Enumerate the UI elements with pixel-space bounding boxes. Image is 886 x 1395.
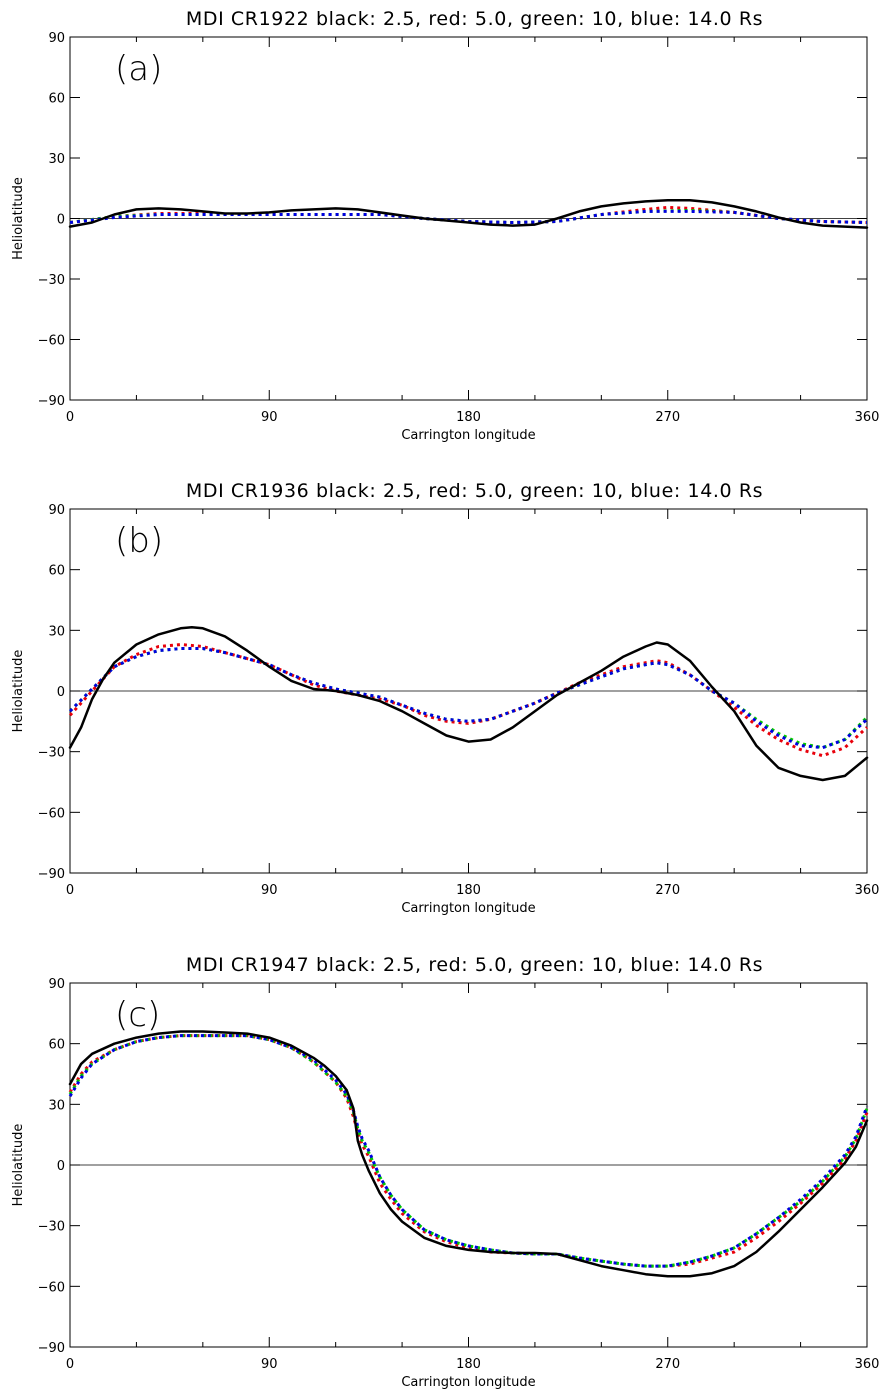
x-axis-label: Carrington longitude [401, 901, 535, 916]
panel-label: (b) [115, 521, 163, 561]
y-tick-label: 30 [48, 1098, 65, 1113]
panel-label: (c) [115, 995, 160, 1035]
y-tick-label: −90 [38, 394, 65, 409]
y-tick-label: −30 [38, 273, 65, 288]
y-axis-label: Heliolatitude [11, 650, 26, 733]
x-tick-label: 270 [655, 1357, 680, 1372]
chart-panel-3: MDI CR1947 black: 2.5, red: 5.0, green: … [11, 954, 879, 1390]
x-tick-label: 90 [261, 1357, 278, 1372]
series-line-black [68, 1030, 869, 1278]
x-tick-label: 270 [655, 883, 680, 898]
series-line-blue [68, 1034, 869, 1268]
x-tick-label: 360 [855, 410, 880, 425]
x-tick-label: 0 [66, 410, 74, 425]
y-tick-label: 30 [48, 152, 65, 167]
x-tick-label: 270 [655, 410, 680, 425]
series-line-green [68, 1034, 869, 1268]
y-tick-label: 0 [57, 1159, 65, 1174]
series-line-blue [68, 647, 869, 750]
y-tick-label: 90 [48, 31, 65, 46]
y-tick-label: 60 [48, 92, 65, 107]
y-axis-label: Heliolatitude [11, 1124, 26, 1207]
y-tick-label: 30 [48, 624, 65, 639]
x-axis-label: Carrington longitude [401, 428, 535, 443]
y-tick-label: 0 [57, 685, 65, 700]
panel-label: (a) [115, 49, 162, 89]
chart-title: MDI CR1922 black: 2.5, red: 5.0, green: … [186, 8, 763, 30]
x-tick-label: 180 [456, 410, 481, 425]
series-line-red [68, 643, 869, 758]
x-tick-label: 0 [66, 883, 74, 898]
y-tick-label: −30 [38, 746, 65, 761]
y-tick-label: −60 [38, 1280, 65, 1295]
x-axis-label: Carrington longitude [401, 1375, 535, 1390]
y-axis-label: Heliolatitude [11, 177, 26, 260]
chart-title: MDI CR1936 black: 2.5, red: 5.0, green: … [186, 480, 763, 502]
y-tick-label: 90 [48, 977, 65, 992]
x-tick-label: 0 [66, 1357, 74, 1372]
y-tick-label: −30 [38, 1220, 65, 1235]
y-tick-label: −90 [38, 1341, 65, 1356]
chart-panel-1: MDI CR1922 black: 2.5, red: 5.0, green: … [11, 8, 879, 443]
x-tick-label: 90 [261, 883, 278, 898]
x-tick-label: 180 [456, 1357, 481, 1372]
series-line-black [68, 199, 869, 229]
chart-title: MDI CR1947 black: 2.5, red: 5.0, green: … [186, 954, 763, 976]
x-tick-label: 360 [855, 883, 880, 898]
y-tick-label: 60 [48, 564, 65, 579]
y-tick-label: −60 [38, 334, 65, 349]
x-tick-label: 90 [261, 410, 278, 425]
y-tick-label: 90 [48, 503, 65, 518]
series-line-black [68, 626, 869, 782]
x-tick-label: 360 [855, 1357, 880, 1372]
y-tick-label: 0 [57, 213, 65, 228]
x-tick-label: 180 [456, 883, 481, 898]
y-tick-label: −90 [38, 867, 65, 882]
y-tick-label: 60 [48, 1038, 65, 1053]
chart-panel-2: MDI CR1936 black: 2.5, red: 5.0, green: … [11, 480, 879, 916]
y-tick-label: −60 [38, 806, 65, 821]
series-line-red [68, 1034, 869, 1268]
